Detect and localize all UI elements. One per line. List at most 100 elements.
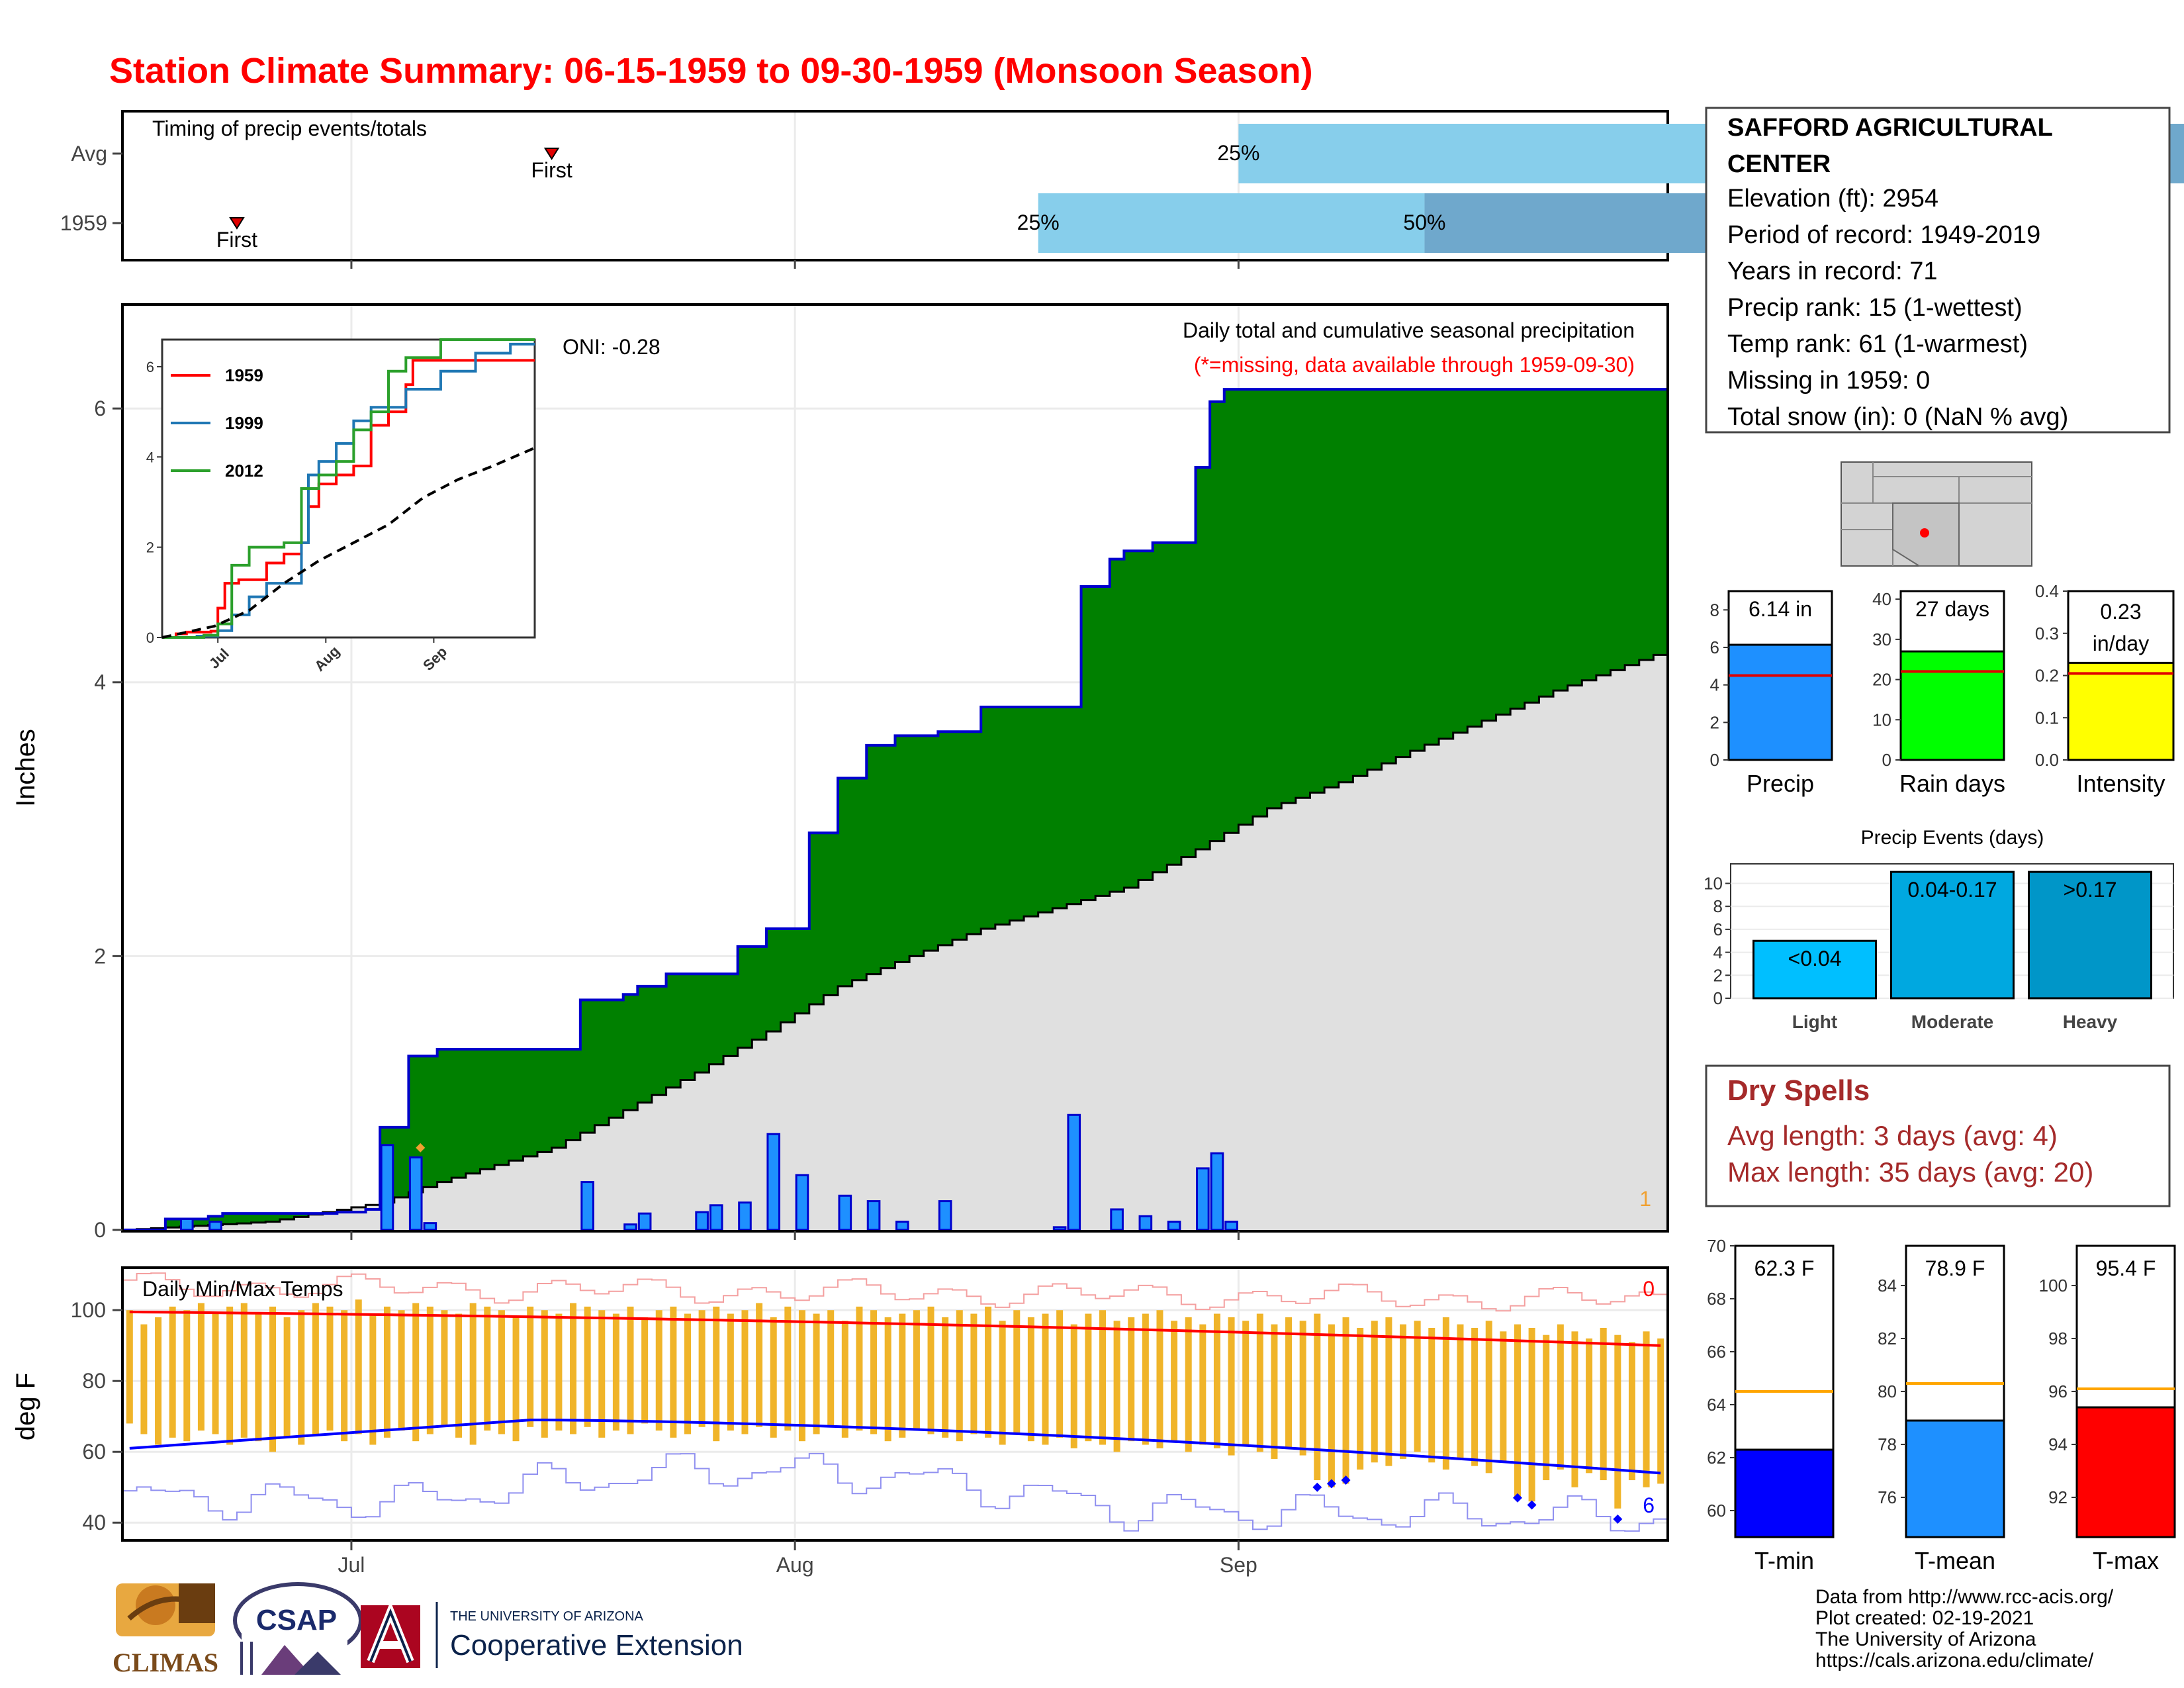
average-cumulative-area [122, 655, 1668, 1230]
daily-temp-bar [884, 1317, 891, 1442]
quartile-25-label: 25% [1217, 141, 1259, 165]
station-missing: Missing in 1959: 0 [1727, 367, 1930, 395]
average-tmin-line [129, 1419, 1661, 1475]
y-tick-label: 2 [94, 944, 106, 968]
temp-summary-tick-label: 62 [1707, 1448, 1726, 1468]
footer-line3: The University of Arizona [1815, 1628, 2036, 1650]
inset-y-tick-label: 0 [146, 630, 154, 646]
daily-temp-bar [1013, 1310, 1021, 1434]
inset-y-tick-label: 2 [146, 539, 154, 556]
temp-summary-tick-label: 100 [2039, 1276, 2068, 1295]
daily-temp-bar [1256, 1313, 1263, 1452]
daily-temp-bar [1128, 1317, 1135, 1442]
daily-temp-bar [1414, 1321, 1421, 1452]
daily-temp-bar [1442, 1317, 1449, 1470]
daily-temp-bar [1500, 1331, 1507, 1463]
events-category-label: Moderate [1911, 1011, 1993, 1032]
daily-temp-bar [827, 1310, 835, 1427]
daily-temp-bar [527, 1306, 534, 1427]
events-title: Precip Events (days) [1861, 827, 2044, 849]
climas-wordmark: CLIMAS [113, 1648, 218, 1677]
daily-precip-bar [1196, 1167, 1210, 1231]
daily-temp-bar [312, 1303, 319, 1434]
summary-value-label: 27 days [1915, 597, 1989, 621]
temp-summary-tick-label: 66 [1707, 1342, 1726, 1362]
precip-caption: Daily total and cumulative seasonal prec… [1183, 318, 1635, 342]
daily-precip-bar [423, 1222, 437, 1231]
timing-row-avg-label: Avg [71, 142, 107, 165]
daily-temp-bar [1042, 1313, 1049, 1445]
temp-summary-value-label: 78.9 F [1925, 1256, 1985, 1280]
daily-temp-bar [197, 1303, 205, 1431]
events-category-label: Heavy [2063, 1011, 2118, 1032]
daily-temp-bar [1543, 1335, 1550, 1481]
events-tick-label: 4 [1713, 943, 1723, 962]
daily-temp-bar [1371, 1321, 1378, 1463]
daily-temp-bar [283, 1317, 291, 1438]
summary-tick-label: 2 [1710, 712, 1719, 732]
y-tick-label: 100 [71, 1298, 106, 1322]
daily-temp-bar [240, 1303, 248, 1438]
daily-temp-bar [1099, 1310, 1106, 1445]
record-low-marker [1341, 1476, 1351, 1485]
daily-temp-bar [813, 1313, 820, 1434]
events-tick-label: 10 [1704, 873, 1723, 893]
dry-spells-box: Dry Spells Avg length: 3 days (avg: 4) M… [1705, 1064, 2171, 1207]
events-tick-label: 8 [1713, 896, 1723, 916]
daily-temp-bar [1342, 1317, 1349, 1484]
summary-tick-label: 6 [1710, 637, 1719, 657]
daily-temp-bar [1070, 1324, 1077, 1448]
daily-temp-bar [155, 1317, 162, 1445]
station-snow: Total snow (in): 0 (NaN % avg) [1727, 403, 2068, 431]
daily-precip-bar [1067, 1113, 1081, 1231]
record-low-marker [1527, 1500, 1537, 1510]
events-bar-heavy [2028, 870, 2152, 1000]
daily-temp-bar [541, 1310, 548, 1438]
inset-legend-label: 1959 [225, 365, 263, 385]
temp-summary-tick-label: 96 [2048, 1382, 2068, 1401]
daily-temp-bar [913, 1310, 920, 1431]
x-tick-label: Jul [338, 1553, 365, 1577]
daily-temp-bar [1271, 1324, 1278, 1459]
coop-extension-text: Cooperative Extension [450, 1629, 743, 1662]
precip-panel: Daily total and cumulative seasonal prec… [11, 303, 1669, 1242]
y-tick-label: 40 [82, 1511, 106, 1534]
temp-summary-tick-label: 98 [2048, 1329, 2068, 1348]
daily-temp-bar [1185, 1317, 1192, 1452]
daily-temp-bar [484, 1306, 491, 1431]
temp-summary-value-label: 62.3 F [1754, 1256, 1815, 1280]
inset-y-tick-label: 6 [146, 359, 154, 375]
oni-value: ONI: -0.28 [563, 335, 660, 359]
cumulative-1959-line [122, 388, 1668, 1231]
daily-precip-bar [623, 1223, 637, 1231]
summary-value-label: 6.14 in [1749, 597, 1812, 621]
daily-temp-bar [498, 1310, 505, 1434]
daily-temp-bar [1457, 1324, 1464, 1459]
daily-temp-bar [856, 1306, 863, 1431]
daily-precip-bar [766, 1133, 781, 1231]
daily-temp-bar [870, 1310, 878, 1434]
events-bar-label: 0.04-0.17 [1907, 878, 1997, 902]
summary-tick-label: 30 [1872, 630, 1891, 649]
daily-temp-bar [1314, 1313, 1321, 1481]
events-bar-light [1752, 939, 1877, 1000]
station-location-marker [1920, 528, 1929, 538]
temp-summary-axis-label: T-min [1754, 1547, 1814, 1574]
summary-tick-label: 0 [1710, 750, 1719, 770]
daily-temp-bar [512, 1317, 520, 1442]
quartile-bar-low [1238, 124, 1740, 183]
station-info-box: SAFFORD AGRICULTURAL CENTER Elevation (f… [1705, 107, 2171, 434]
daily-temp-bar [570, 1303, 577, 1434]
daily-temp-bar [555, 1313, 563, 1431]
first-event-marker [543, 148, 560, 160]
quartile-25-label: 25% [1017, 211, 1060, 234]
daily-temp-bar [212, 1313, 219, 1434]
daily-temp-bar [469, 1303, 477, 1445]
daily-temp-bar [140, 1324, 148, 1434]
record-high-line [122, 1272, 1668, 1312]
summary-axis-label: Rain days [1899, 770, 2005, 797]
daily-temp-bar [1299, 1321, 1306, 1456]
daily-temp-bar [670, 1306, 677, 1438]
daily-precip-bar [1110, 1208, 1124, 1231]
inset-series-2012 [162, 338, 535, 639]
